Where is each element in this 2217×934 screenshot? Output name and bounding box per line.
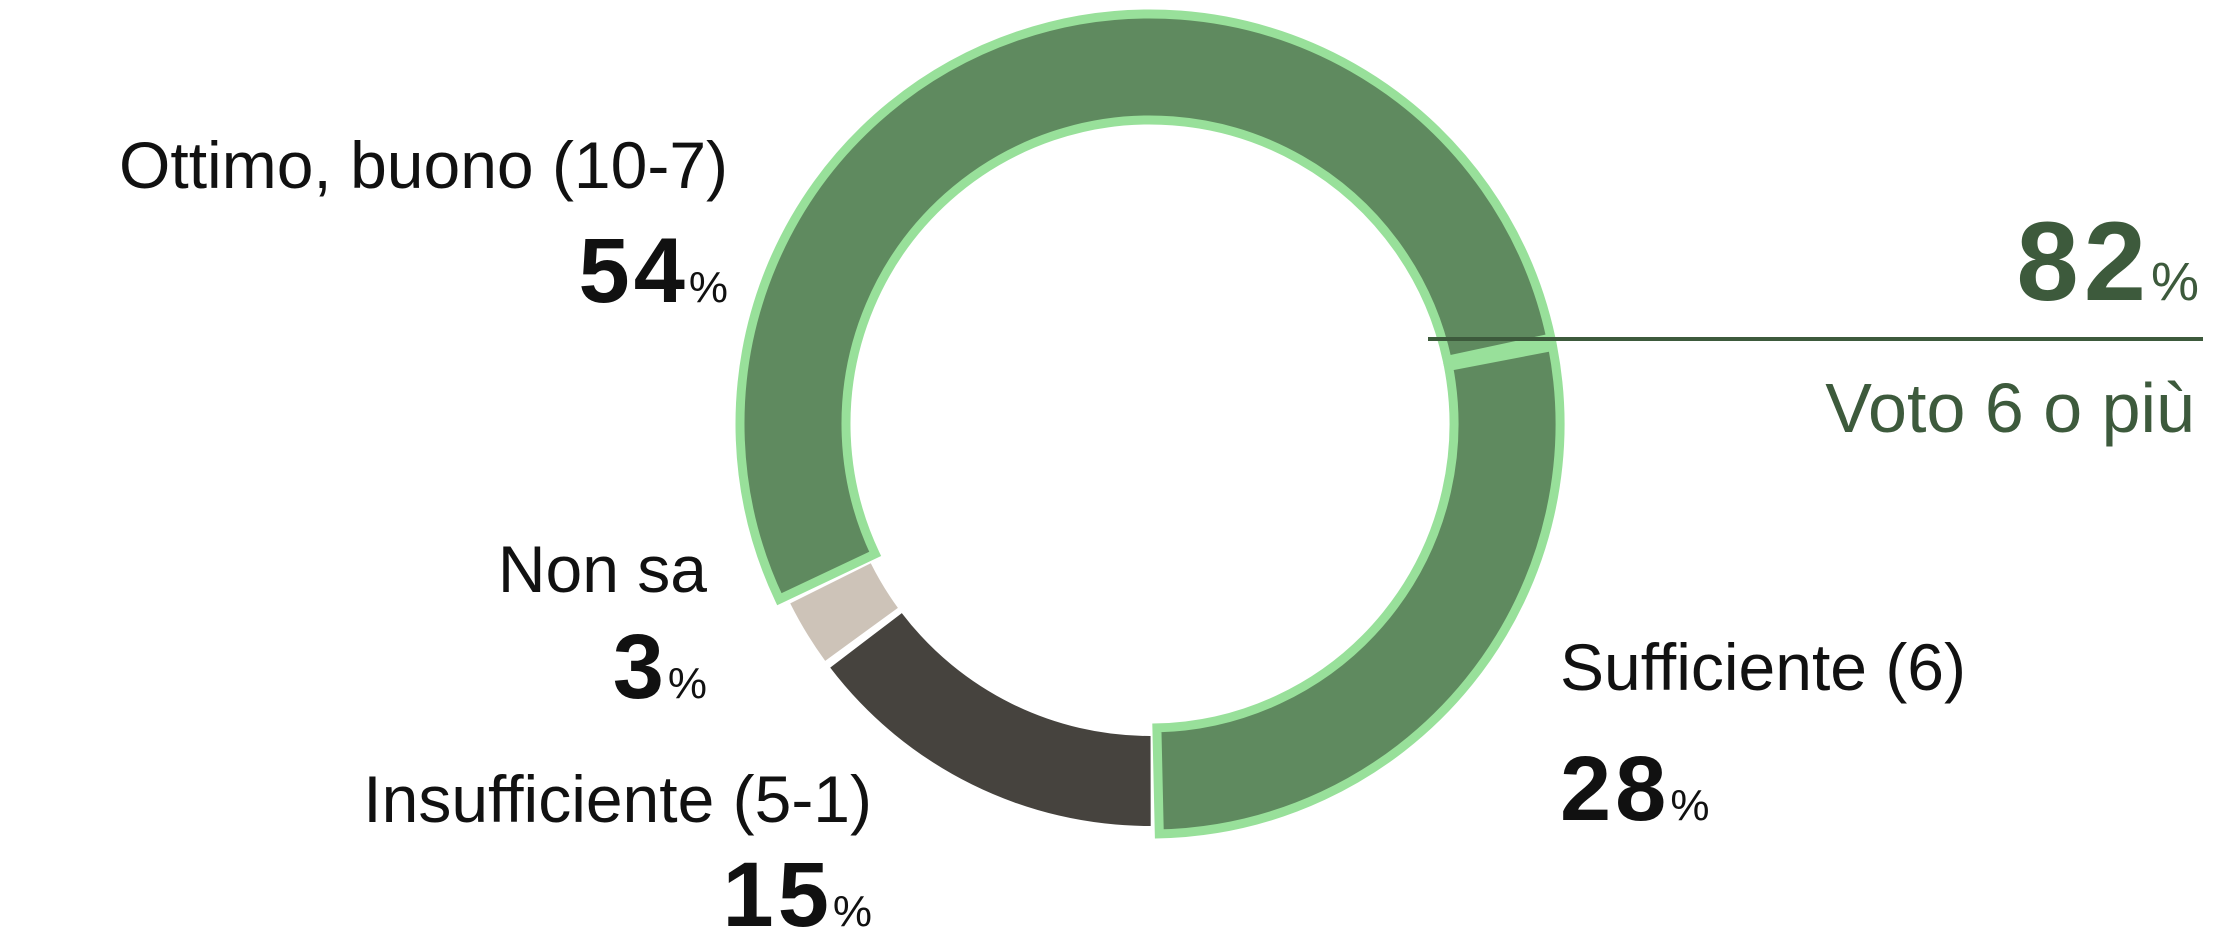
slice-value-number: 15 [723, 844, 833, 934]
slice-value-unit: % [1670, 781, 1709, 830]
donut-slice [735, 9, 1557, 606]
donut [735, 9, 1565, 839]
slice-value-unit: % [689, 263, 728, 312]
annotation-label: Voto 6 o più [1825, 369, 2195, 447]
slice-value: 15% [723, 844, 872, 934]
slice-value-unit: % [668, 659, 707, 708]
slice-value-number: 54 [579, 220, 689, 322]
annotation-number: 82 [2016, 199, 2151, 324]
donut-slice [830, 613, 1151, 826]
slice-label: Ottimo, buono (10-7) [119, 128, 728, 202]
slice-label: Sufficiente (6) [1560, 630, 1966, 704]
slice-label: Non sa [498, 532, 707, 606]
slice-value-unit: % [833, 887, 872, 934]
donut-slice [1152, 341, 1565, 839]
slice-value-number: 28 [1560, 738, 1670, 840]
donut-slice [790, 563, 898, 661]
slice-value: 28% [1560, 738, 1709, 840]
slice-value-number: 3 [613, 616, 668, 718]
annotation-value: 82% [2016, 199, 2199, 324]
slice-value: 54% [579, 220, 728, 322]
slice-label: Insufficiente (5-1) [363, 762, 872, 836]
slice-value: 3% [613, 616, 707, 718]
annotation-unit: % [2151, 252, 2199, 312]
